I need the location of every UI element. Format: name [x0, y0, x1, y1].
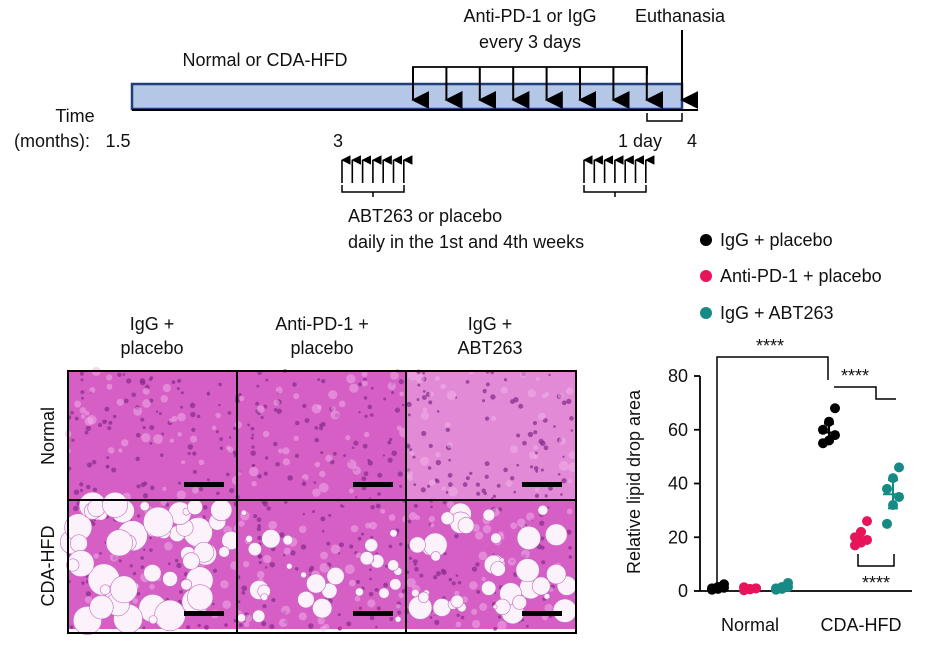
chart-points — [707, 403, 904, 596]
data-point — [882, 518, 892, 529]
drug-dose-arrows-week1 — [341, 155, 413, 183]
legend-marker-igg-abt263 — [700, 307, 712, 319]
sig-stars-bottom: **** — [862, 573, 890, 593]
x-category-label: Normal — [721, 615, 779, 635]
diet-duration-bar — [130, 82, 684, 111]
legend-label-igg-placebo: IgG + placebo — [720, 230, 833, 250]
histology-tile — [235, 498, 410, 632]
scale-bar — [353, 482, 393, 487]
drug-label-line1: ABT263 or placebo — [348, 206, 502, 226]
row-label-normal: Normal — [38, 407, 58, 465]
time-label-line1: Time — [55, 106, 94, 126]
drug-dose-arrows-week4 — [583, 155, 655, 183]
diet-label: Normal or CDA-HFD — [182, 50, 347, 70]
col-header-3-line2: ABT263 — [457, 338, 522, 358]
scale-bar — [522, 482, 562, 487]
histology-tile — [64, 366, 241, 502]
legend-marker-igg-placebo — [700, 234, 712, 246]
time-label-line2: (months): — [14, 131, 90, 151]
scale-bar — [184, 482, 224, 487]
y-tick-label: 60 — [668, 420, 688, 440]
col-header-2-line2: placebo — [290, 338, 353, 358]
histology-tile — [404, 369, 578, 500]
histology-tile — [234, 369, 409, 501]
drug-label-line2: daily in the 1st and 4th weeks — [348, 232, 584, 252]
sig-bracket-cda-groups — [834, 386, 896, 400]
lipid-drop-chart: Relative lipid drop area 0 20 40 60 80 Norma… — [624, 336, 912, 635]
tick-label-end: 4 — [687, 131, 697, 151]
chart-y-axis: 0 20 40 60 80 — [668, 366, 701, 601]
data-point — [882, 483, 892, 494]
col-header-3-line1: IgG + — [468, 314, 513, 334]
drug-bracket-week4 — [583, 185, 647, 193]
y-tick-label: 0 — [678, 581, 688, 601]
histology-tile — [59, 491, 241, 635]
data-point — [830, 403, 840, 414]
one-day-label: 1 day — [618, 131, 662, 151]
chart-x-axis: Normal CDA-HFD — [700, 590, 912, 635]
y-tick-label: 80 — [668, 366, 688, 386]
col-header-1-line1: IgG + — [130, 314, 175, 334]
data-point — [894, 462, 904, 473]
histology-grid-border — [67, 370, 577, 634]
tick-label-mid: 3 — [333, 131, 343, 151]
sig-bracket-antipd1-vs-abt263 — [857, 554, 895, 567]
y-tick-label: 20 — [668, 527, 688, 547]
sig-stars-top: **** — [756, 336, 784, 356]
antibody-label-line1: Anti-PD-1 or IgG — [463, 6, 596, 26]
legend-label-igg-abt263: IgG + ABT263 — [720, 303, 834, 323]
legend-label-antipd1-placebo: Anti-PD-1 + placebo — [720, 266, 882, 286]
sig-stars-middle: **** — [841, 366, 869, 386]
x-category-label: CDA-HFD — [821, 615, 902, 635]
y-tick-label: 40 — [668, 474, 688, 494]
scale-bar — [184, 611, 224, 616]
legend-marker-antipd1-placebo — [700, 270, 712, 282]
euthanasia-label: Euthanasia — [635, 6, 726, 26]
histology-tile — [404, 498, 577, 631]
histology-tiles — [59, 366, 578, 635]
antibody-label-line2: every 3 days — [479, 32, 581, 52]
histology-panel: IgG + placebo Anti-PD-1 + placebo IgG + … — [38, 314, 578, 635]
tick-label-start: 1.5 — [105, 131, 130, 151]
col-header-1-line2: placebo — [120, 338, 183, 358]
timeline: Normal or CDA-HFD Anti-PD-1 or IgG every… — [14, 6, 726, 252]
sig-bracket-normal-vs-cda — [716, 356, 829, 583]
row-label-cda-hfd: CDA-HFD — [38, 526, 58, 607]
col-header-2-line1: Anti-PD-1 + — [275, 314, 369, 334]
legend: IgG + placebo Anti-PD-1 + placebo IgG + … — [700, 230, 882, 323]
scale-bar — [522, 611, 562, 616]
antibody-bracket — [412, 66, 648, 75]
drug-bracket-week1 — [341, 185, 405, 193]
chart-y-axis-label: Relative lipid drop area — [624, 389, 644, 574]
scale-bar — [353, 611, 393, 616]
antibody-dose-arrows — [411, 67, 663, 109]
data-point — [862, 516, 872, 527]
one-day-bracket — [646, 113, 683, 122]
